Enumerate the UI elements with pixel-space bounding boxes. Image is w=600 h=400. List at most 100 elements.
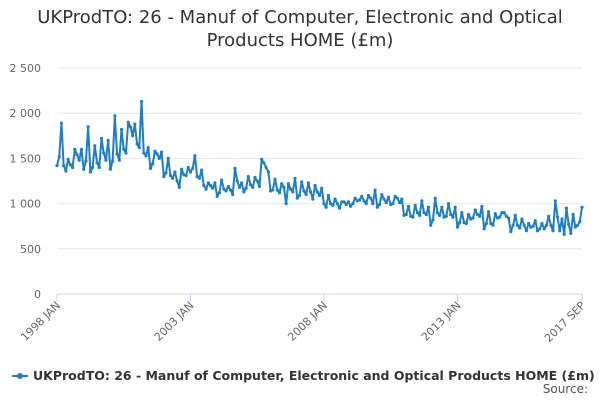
data-point[interactable] [535,229,540,233]
data-point[interactable] [220,178,224,182]
data-point[interactable] [522,223,526,227]
data-point[interactable] [555,215,560,219]
data-point[interactable] [480,204,484,208]
data-point[interactable] [77,158,81,162]
data-point[interactable] [217,191,221,195]
data-point[interactable] [151,162,155,166]
data-point[interactable] [444,214,448,218]
data-point[interactable] [384,201,388,205]
data-point[interactable] [113,114,117,118]
data-point[interactable] [215,194,219,198]
data-point[interactable] [124,151,128,155]
data-point[interactable] [179,167,184,171]
data-point[interactable] [119,127,124,132]
data-point[interactable] [420,199,424,203]
data-point[interactable] [79,147,84,151]
data-point[interactable] [513,213,517,217]
data-point[interactable] [293,176,297,180]
data-point[interactable] [175,179,179,183]
data-point[interactable] [202,183,206,188]
data-point[interactable] [391,202,395,206]
data-point[interactable] [393,194,397,198]
data-point[interactable] [451,215,455,219]
data-point[interactable] [375,205,379,209]
data-point[interactable] [382,197,386,201]
data-point[interactable] [286,182,290,186]
data-point[interactable] [531,224,535,228]
data-point[interactable] [197,176,201,180]
data-point[interactable] [273,177,277,181]
data-point[interactable] [240,181,244,185]
data-point[interactable] [369,196,373,200]
data-point[interactable] [324,205,328,209]
data-point[interactable] [133,122,137,126]
data-point[interactable] [266,170,270,174]
data-point[interactable] [177,185,181,189]
data-point[interactable] [313,183,317,188]
data-point[interactable] [320,186,324,190]
data-point[interactable] [304,192,308,197]
data-point[interactable] [137,145,141,150]
data-point[interactable] [364,202,368,206]
data-point[interactable] [337,206,342,210]
data-point[interactable] [453,205,457,209]
data-point[interactable] [306,181,310,185]
data-point[interactable] [70,165,75,170]
data-point[interactable] [255,179,259,183]
data-point[interactable] [55,164,59,168]
data-point[interactable] [131,134,135,138]
data-point[interactable] [257,184,262,189]
data-point[interactable] [171,176,175,180]
data-point[interactable] [426,205,431,209]
data-point[interactable] [102,151,106,155]
data-point[interactable] [333,197,337,201]
data-point[interactable] [424,212,428,217]
data-point[interactable] [524,229,528,233]
data-point[interactable] [386,195,391,199]
data-point[interactable] [111,159,115,163]
data-point[interactable] [486,210,491,214]
data-point[interactable] [59,121,64,125]
data-point[interactable] [57,154,61,159]
data-point[interactable] [157,156,161,160]
data-point[interactable] [411,215,415,219]
data-point[interactable] [440,205,444,209]
data-point[interactable] [188,170,193,174]
data-point[interactable] [64,169,68,173]
data-point[interactable] [302,189,306,193]
data-point[interactable] [509,230,513,234]
data-point[interactable] [544,223,549,227]
data-point[interactable] [86,125,90,129]
data-point[interactable] [84,159,88,163]
data-point[interactable] [542,227,546,231]
data-point[interactable] [422,211,426,215]
data-point[interactable] [155,152,159,156]
data-point[interactable] [460,211,464,215]
data-point[interactable] [295,196,299,200]
data-point[interactable] [297,193,302,198]
data-point[interactable] [331,203,335,208]
data-point[interactable] [139,99,144,104]
data-point[interactable] [108,167,112,171]
data-point[interactable] [357,198,362,202]
data-point[interactable] [564,206,569,210]
data-point[interactable] [478,214,482,218]
data-point[interactable] [406,204,411,208]
data-point[interactable] [126,120,130,124]
data-point[interactable] [580,205,584,209]
data-point[interactable] [117,158,121,162]
data-point[interactable] [115,152,119,156]
data-point[interactable] [104,158,108,162]
data-point[interactable] [500,211,504,215]
data-point[interactable] [235,179,239,183]
data-point[interactable] [244,186,248,190]
data-point[interactable] [504,214,508,218]
data-point[interactable] [540,221,544,226]
data-point[interactable] [271,188,275,192]
data-point[interactable] [380,192,384,197]
data-point[interactable] [128,125,133,129]
data-point[interactable] [135,142,139,146]
data-point[interactable] [346,200,351,204]
data-point[interactable] [569,231,573,236]
data-point[interactable] [502,211,506,215]
